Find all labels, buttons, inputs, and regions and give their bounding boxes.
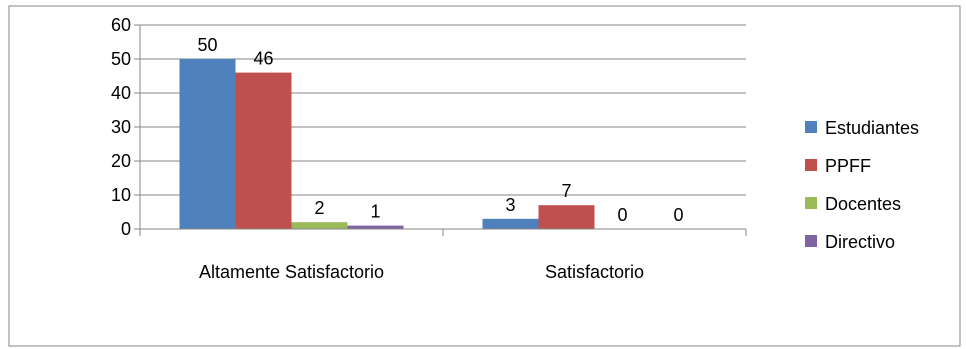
axes: [134, 24, 747, 236]
y-tick-label: 60: [111, 15, 131, 35]
legend-swatch-directivo: [805, 235, 817, 247]
data-label-docentes-satisfactorio: 0: [617, 205, 627, 225]
y-tick-label: 10: [111, 185, 131, 205]
bar-ppff-satisfactorio: [538, 205, 595, 229]
data-label-estudiantes-satisfactorio: 3: [505, 195, 515, 215]
bar-docentes-altamente-satisfactorio: [291, 222, 348, 229]
category-label-satisfactorio: Satisfactorio: [545, 262, 644, 282]
data-label-directivo-satisfactorio: 0: [673, 205, 683, 225]
chart-border: [8, 5, 961, 347]
data-label-ppff-satisfactorio: 7: [561, 181, 571, 201]
bar-directivo-altamente-satisfactorio: [347, 225, 404, 229]
y-tick-label: 20: [111, 151, 131, 171]
category-label-altamente-satisfactorio: Altamente Satisfactorio: [199, 262, 384, 282]
legend-label-estudiantes: Estudiantes: [825, 118, 919, 138]
legend-label-docentes: Docentes: [825, 194, 901, 214]
legend-label-ppff: PPFF: [825, 156, 871, 176]
data-label-estudiantes-altamente-satisfactorio: 50: [197, 35, 217, 55]
legend-swatch-estudiantes: [805, 121, 817, 133]
data-label-ppff-altamente-satisfactorio: 46: [253, 49, 273, 69]
bar-ppff-altamente-satisfactorio: [235, 72, 292, 229]
bars: [179, 59, 595, 229]
bar-estudiantes-satisfactorio: [482, 218, 539, 229]
legend-label-directivo: Directivo: [825, 232, 895, 252]
legend: Estudiantes PPFF Docentes Directivo: [805, 118, 919, 252]
y-tick-label: 0: [121, 219, 131, 239]
data-label-directivo-altamente-satisfactorio: 1: [370, 202, 380, 222]
legend-swatch-ppff: [805, 159, 817, 171]
bar-estudiantes-altamente-satisfactorio: [179, 59, 236, 229]
y-tick-label: 50: [111, 49, 131, 69]
data-label-docentes-altamente-satisfactorio: 2: [314, 198, 324, 218]
y-tick-label: 30: [111, 117, 131, 137]
y-tick-label: 40: [111, 83, 131, 103]
legend-swatch-docentes: [805, 197, 817, 209]
